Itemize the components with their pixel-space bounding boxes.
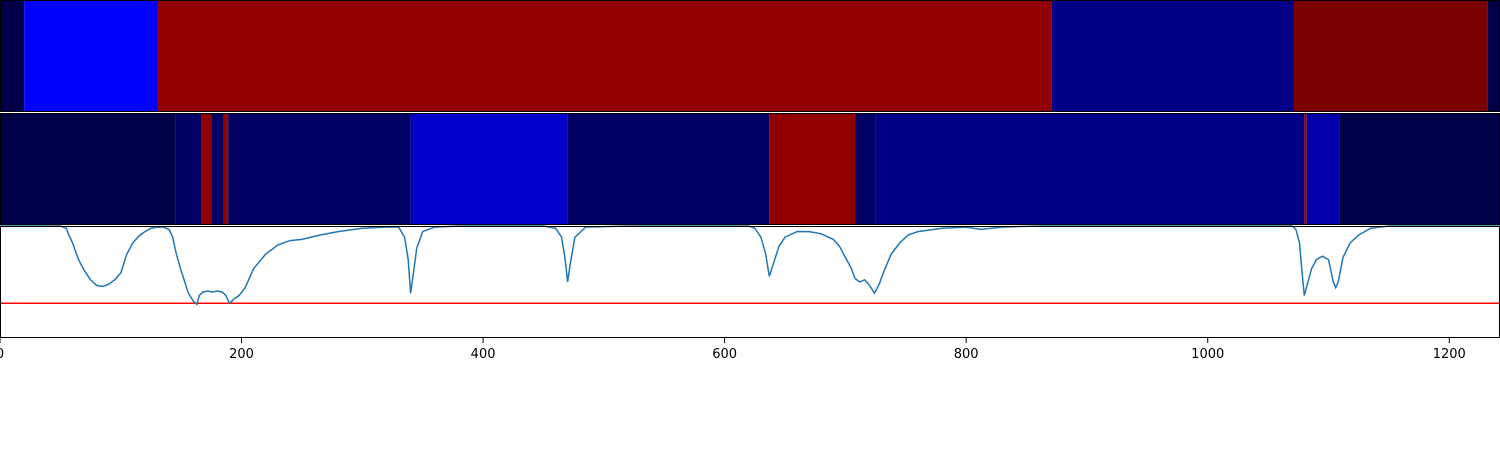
x-tick-label: 0 — [0, 347, 4, 362]
heatmap-segment — [157, 0, 1052, 112]
heatmap-segment — [0, 0, 25, 112]
x-tick-label: 400 — [471, 347, 496, 362]
heatmap-segment — [1051, 0, 1294, 112]
heatmap-segment — [1339, 113, 1500, 225]
x-tick-label: 1200 — [1433, 347, 1466, 362]
heatmap-segment — [1293, 0, 1488, 112]
heatmap-segment — [410, 113, 568, 225]
x-tick-label: 800 — [954, 347, 979, 362]
heatmap-segment — [24, 0, 158, 112]
heatmap-segment — [1306, 113, 1340, 225]
heatmap-segment — [228, 113, 411, 225]
heatmap-segment — [1304, 113, 1307, 225]
line-plot — [0, 225, 1500, 338]
plot-background — [0, 226, 1500, 338]
heatmap-segment — [223, 113, 229, 225]
heatmap-segment — [567, 113, 770, 225]
x-tick-label: 200 — [229, 347, 254, 362]
heatmap-segment — [175, 113, 202, 225]
x-axis: 0 200 400 600 800 1000 1200 — [0, 338, 1466, 362]
heatmap-middle — [0, 113, 1500, 225]
heatmap-segment — [875, 113, 1305, 225]
heatmap-segment — [1487, 0, 1500, 112]
x-tick-label: 1000 — [1191, 347, 1224, 362]
heatmap-segment — [0, 113, 176, 225]
heatmap-segment — [769, 113, 856, 225]
heatmap-segment — [211, 113, 224, 225]
x-tick-label: 600 — [712, 347, 737, 362]
heatmap-top — [0, 0, 1500, 112]
heatmap-segment — [855, 113, 876, 225]
heatmap-segment — [201, 113, 212, 225]
